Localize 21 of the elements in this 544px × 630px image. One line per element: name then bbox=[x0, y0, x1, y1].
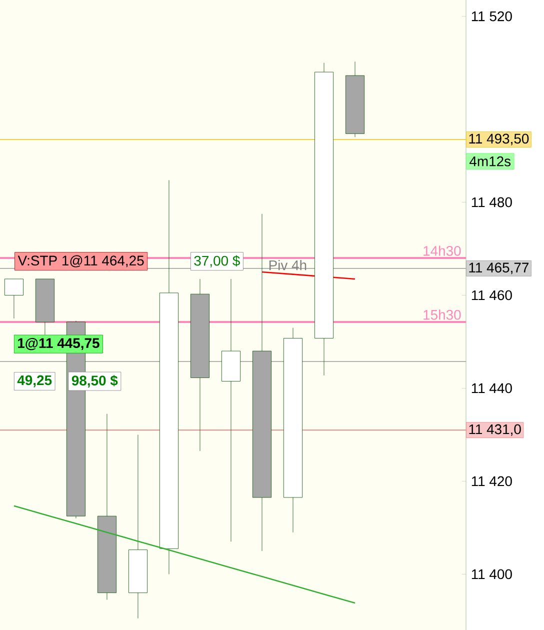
candlestick bbox=[4, 278, 24, 319]
ref-line-label: 15h30 bbox=[424, 310, 461, 320]
ref-line-label: 11 493,50 bbox=[469, 134, 529, 146]
y-tick-label: 11 440 bbox=[472, 383, 512, 394]
ref-line-label: 11 465,77 bbox=[469, 262, 528, 274]
annotation: Piv 4h bbox=[269, 260, 306, 270]
ref-line-label: 11 431,0 bbox=[469, 424, 521, 436]
candlestick bbox=[221, 278, 240, 542]
annotation: 1@11 445,75 bbox=[18, 338, 100, 350]
y-tick-label: 11 460 bbox=[472, 290, 512, 300]
y-tick-label: 11 480 bbox=[472, 197, 512, 208]
text: 4m12s bbox=[470, 156, 511, 166]
ref-line-label: 14h30 bbox=[424, 246, 461, 256]
annotation: 49,25 bbox=[17, 375, 52, 388]
line-series bbox=[13, 505, 356, 604]
y-tick-label: 11 420 bbox=[472, 476, 512, 486]
annotation: 37,00 $ bbox=[194, 255, 240, 268]
annotation: V:STP 1@11 464,25 bbox=[18, 255, 144, 268]
y-tick-label: 11 520 bbox=[472, 11, 512, 22]
y-tick-label: 11 400 bbox=[472, 569, 512, 580]
annotation: 98,50 $ bbox=[72, 374, 118, 388]
